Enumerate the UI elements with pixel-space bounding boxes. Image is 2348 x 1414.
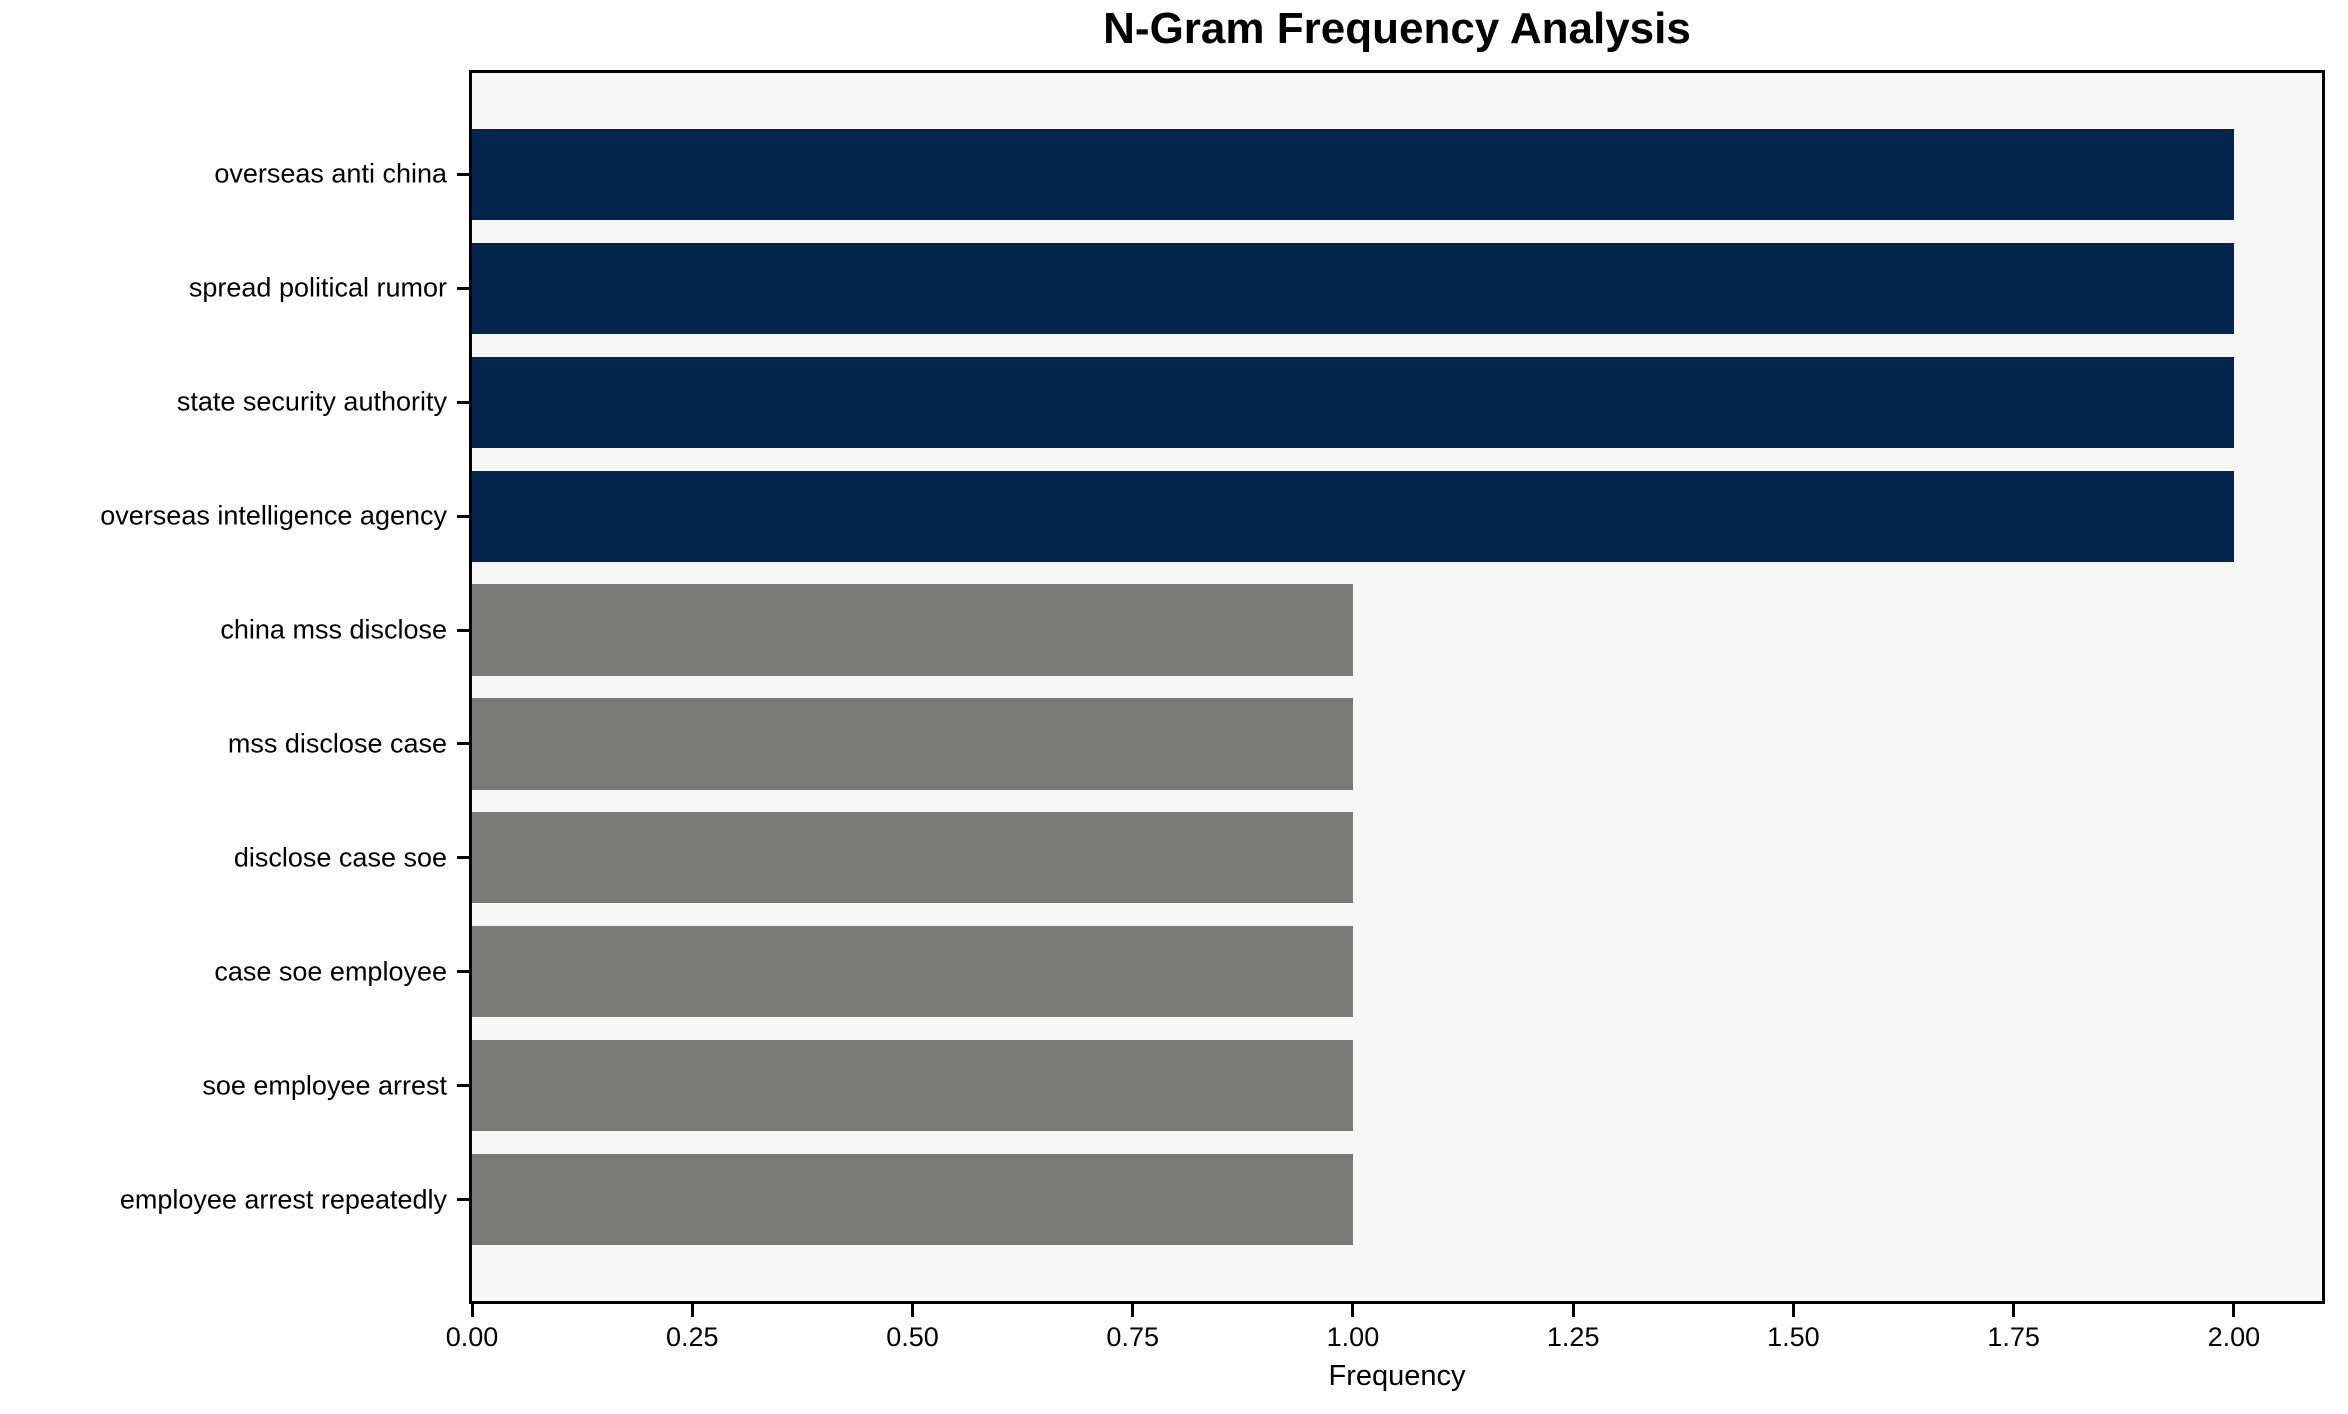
y-tick-mark bbox=[457, 742, 469, 746]
x-tick-mark bbox=[2232, 1304, 2236, 1317]
x-tick-label: 0.00 bbox=[445, 1322, 499, 1352]
x-tick-label: 1.75 bbox=[1987, 1322, 2040, 1352]
x-tick-label: 0.75 bbox=[1106, 1322, 1159, 1352]
x-tick-mark bbox=[1351, 1304, 1355, 1317]
x-tick-label: 0.50 bbox=[886, 1322, 939, 1352]
y-tick-label: overseas anti china bbox=[214, 158, 447, 189]
bar-state-security-authority bbox=[472, 356, 2234, 448]
bar-soe-employee-arrest bbox=[472, 1040, 1353, 1132]
y-tick-mark bbox=[457, 970, 469, 974]
y-tick-label: spread political rumor bbox=[188, 272, 447, 303]
y-tick-mark bbox=[457, 628, 469, 632]
y-tick-mark bbox=[457, 1198, 469, 1202]
bar-case-soe-employee bbox=[472, 926, 1353, 1018]
y-tick-mark bbox=[457, 514, 469, 518]
bar-overseas-anti-china bbox=[472, 128, 2234, 220]
x-tick-mark bbox=[2012, 1304, 2016, 1317]
bar-china-mss-disclose bbox=[472, 584, 1353, 676]
x-tick-label: 1.50 bbox=[1767, 1322, 1820, 1352]
y-tick-mark bbox=[457, 1084, 469, 1088]
x-tick-label: 1.25 bbox=[1546, 1322, 1600, 1352]
y-tick-mark bbox=[457, 856, 469, 860]
y-tick-mark bbox=[457, 400, 469, 404]
plot-area bbox=[469, 70, 2325, 1304]
y-tick-label: china mss disclose bbox=[220, 614, 447, 645]
y-tick-label: soe employee arrest bbox=[202, 1070, 447, 1101]
x-tick-mark bbox=[1791, 1304, 1795, 1317]
x-tick-mark bbox=[690, 1304, 694, 1317]
y-tick-label: overseas intelligence agency bbox=[100, 500, 447, 531]
bar-mss-disclose-case bbox=[472, 698, 1353, 790]
y-tick-mark bbox=[457, 172, 469, 176]
x-tick-mark bbox=[1571, 1304, 1575, 1317]
x-tick-mark bbox=[910, 1304, 914, 1317]
y-tick-label: disclose case soe bbox=[233, 842, 447, 873]
x-tick-label: 1.00 bbox=[1326, 1322, 1380, 1352]
y-tick-label: mss disclose case bbox=[227, 728, 447, 759]
x-tick-mark bbox=[470, 1304, 474, 1317]
x-tick-label: 0.25 bbox=[665, 1322, 719, 1352]
x-axis-label: Frequency bbox=[1328, 1360, 1466, 1392]
y-tick-label: state security authority bbox=[176, 386, 447, 417]
bar-spread-political-rumor bbox=[472, 242, 2234, 334]
y-tick-label: employee arrest repeatedly bbox=[119, 1184, 447, 1215]
y-tick-mark bbox=[457, 286, 469, 290]
bar-disclose-case-soe bbox=[472, 812, 1353, 904]
x-tick-label: 2.00 bbox=[2207, 1322, 2261, 1352]
bar-overseas-intelligence-agency bbox=[472, 470, 2234, 562]
bar-employee-arrest-repeatedly bbox=[472, 1154, 1353, 1246]
y-tick-label: case soe employee bbox=[214, 956, 447, 987]
chart-title: N-Gram Frequency Analysis bbox=[1103, 4, 1691, 53]
x-tick-mark bbox=[1131, 1304, 1135, 1317]
